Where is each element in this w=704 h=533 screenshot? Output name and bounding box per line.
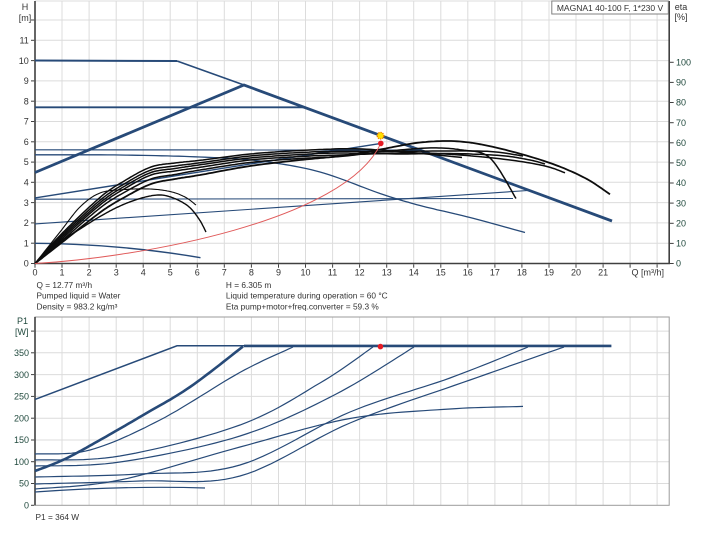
svg-text:12: 12 (355, 267, 365, 277)
svg-text:H: H (22, 2, 29, 12)
svg-text:20: 20 (676, 219, 686, 229)
svg-text:3: 3 (24, 198, 29, 208)
svg-text:Liquid temperature during oper: Liquid temperature during operation = 60… (226, 291, 388, 301)
svg-text:Q [m³/h]: Q [m³/h] (631, 267, 664, 277)
svg-text:300: 300 (14, 370, 29, 380)
svg-text:0: 0 (24, 259, 29, 269)
svg-text:100: 100 (14, 457, 29, 467)
svg-text:6: 6 (195, 267, 200, 277)
svg-text:5: 5 (168, 267, 173, 277)
svg-text:P1 = 364 W: P1 = 364 W (36, 512, 80, 522)
svg-text:150: 150 (14, 435, 29, 445)
svg-text:100: 100 (676, 58, 691, 68)
svg-text:8: 8 (24, 96, 29, 106)
svg-text:21: 21 (598, 267, 608, 277)
svg-text:14: 14 (409, 267, 419, 277)
svg-text:Q = 12.77 m³/h: Q = 12.77 m³/h (37, 280, 93, 290)
svg-text:2: 2 (24, 218, 29, 228)
svg-text:19: 19 (544, 267, 554, 277)
svg-text:H = 6.305 m: H = 6.305 m (226, 280, 272, 290)
svg-text:17: 17 (490, 267, 500, 277)
svg-text:20: 20 (571, 267, 581, 277)
svg-text:6: 6 (24, 137, 29, 147)
svg-text:2: 2 (87, 267, 92, 277)
svg-text:8: 8 (249, 267, 254, 277)
svg-text:80: 80 (676, 98, 686, 108)
svg-text:MAGNA1 40-100 F, 1*230 V: MAGNA1 40-100 F, 1*230 V (557, 3, 664, 13)
svg-text:10: 10 (676, 239, 686, 249)
svg-text:250: 250 (14, 392, 29, 402)
svg-text:1: 1 (24, 238, 29, 248)
svg-text:0: 0 (676, 259, 681, 269)
svg-text:16: 16 (463, 267, 473, 277)
svg-text:40: 40 (676, 178, 686, 188)
svg-text:350: 350 (14, 348, 29, 358)
svg-text:15: 15 (436, 267, 446, 277)
svg-text:4: 4 (24, 178, 29, 188)
svg-text:11: 11 (19, 36, 28, 46)
svg-text:70: 70 (676, 118, 686, 128)
svg-text:4: 4 (141, 267, 146, 277)
svg-text:7: 7 (222, 267, 227, 277)
svg-text:5: 5 (24, 157, 29, 167)
svg-text:0: 0 (24, 501, 29, 511)
svg-text:200: 200 (14, 413, 29, 423)
svg-text:3: 3 (114, 267, 119, 277)
svg-text:60: 60 (676, 138, 686, 148)
svg-text:50: 50 (676, 158, 686, 168)
svg-text:1: 1 (59, 267, 64, 277)
svg-text:eta: eta (675, 2, 688, 12)
svg-text:11: 11 (328, 267, 337, 277)
svg-text:Pumped liquid = Water: Pumped liquid = Water (37, 291, 121, 301)
svg-text:Eta pump+motor+freq.converter: Eta pump+motor+freq.converter = 59.3 % (226, 302, 380, 312)
svg-text:50: 50 (19, 479, 29, 489)
svg-text:10: 10 (300, 267, 310, 277)
svg-text:30: 30 (676, 198, 686, 208)
svg-text:9: 9 (24, 76, 29, 86)
svg-text:[W]: [W] (15, 327, 29, 337)
svg-text:[m]: [m] (19, 13, 32, 23)
svg-text:P1: P1 (17, 316, 28, 326)
svg-text:Density = 983.2 kg/m³: Density = 983.2 kg/m³ (37, 302, 118, 312)
svg-text:13: 13 (382, 267, 392, 277)
svg-text:0: 0 (32, 267, 37, 277)
svg-text:90: 90 (676, 78, 686, 88)
svg-text:[%]: [%] (674, 12, 687, 22)
svg-text:9: 9 (276, 267, 281, 277)
svg-text:7: 7 (24, 117, 29, 127)
svg-text:18: 18 (517, 267, 527, 277)
svg-text:10: 10 (19, 56, 29, 66)
